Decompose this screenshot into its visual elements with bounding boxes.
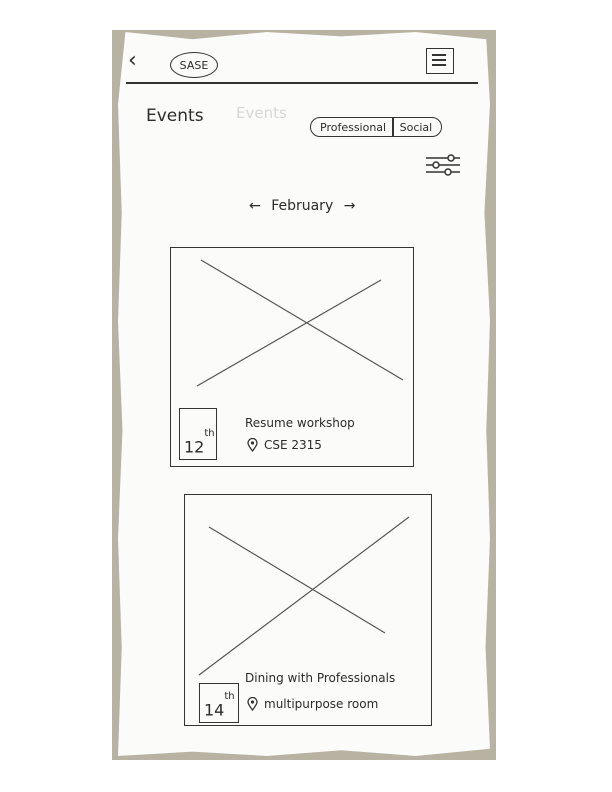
event-card[interactable]: 12th Resume workshop CSE 2315 [170, 247, 414, 467]
arrow-left-icon[interactable]: ← [249, 198, 261, 214]
location-text: multipurpose room [264, 697, 379, 711]
image-placeholder [198, 516, 410, 676]
event-title: Resume workshop [245, 416, 355, 430]
logo-text: SASE [179, 59, 209, 72]
event-date-badge: 12th [179, 408, 217, 460]
image-placeholder [196, 259, 404, 387]
event-day-suffix: th [204, 427, 215, 439]
sase-logo[interactable]: SASE [170, 52, 218, 78]
location-pin-icon [247, 438, 258, 452]
event-location: CSE 2315 [247, 438, 322, 452]
tab-social[interactable]: Social [399, 120, 433, 134]
arrow-right-icon[interactable]: → [343, 198, 356, 214]
toggle-divider [392, 117, 394, 137]
event-day: 12 [184, 437, 205, 456]
page-title: Events [146, 106, 204, 126]
tab-professional[interactable]: Professional [320, 120, 387, 134]
erased-text: Events [236, 104, 287, 122]
event-date-badge: 14th [199, 683, 239, 723]
header-divider [126, 82, 478, 84]
hamburger-menu-icon[interactable] [426, 48, 454, 74]
location-pin-icon [247, 697, 258, 711]
sketch-paper: ‹ SASE Events Events Professional Social… [118, 32, 490, 756]
event-day: 14 [204, 700, 225, 719]
event-location: multipurpose room [247, 697, 378, 711]
event-day-suffix: th [224, 690, 235, 702]
chevron-left-icon[interactable]: ‹ [128, 48, 137, 73]
sliders-icon[interactable] [424, 152, 462, 178]
month-navigator: ← February → [246, 198, 358, 214]
event-type-toggle: Professional Social [310, 117, 443, 137]
location-text: CSE 2315 [264, 438, 322, 452]
event-card[interactable]: 14th Dining with Professionals multipurp… [184, 494, 432, 726]
month-label: February [271, 198, 334, 214]
event-title: Dining with Professionals [245, 671, 396, 685]
